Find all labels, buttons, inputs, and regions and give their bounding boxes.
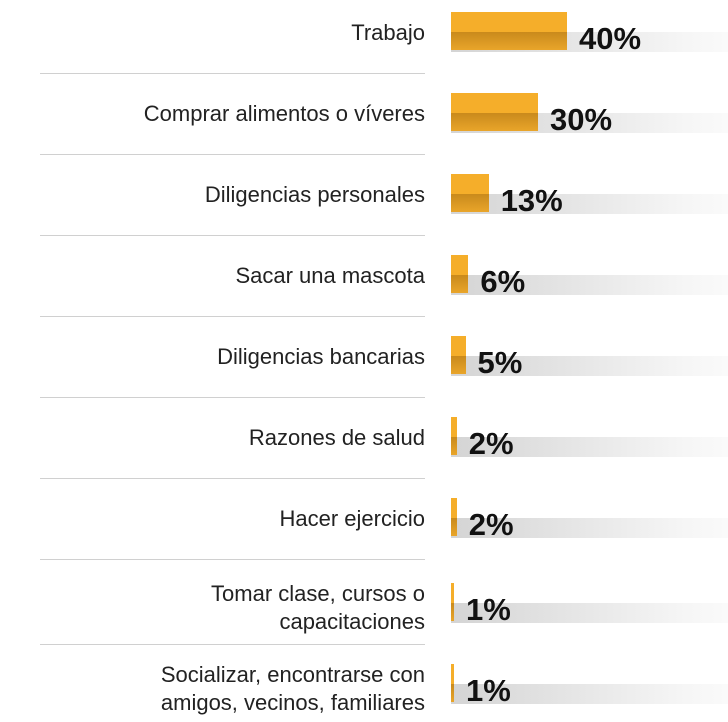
separator [40, 559, 425, 560]
separator [40, 73, 425, 74]
bar [451, 498, 457, 536]
bar [451, 93, 538, 131]
bar-track [451, 275, 728, 295]
bar [451, 664, 454, 702]
value-label: 1% [466, 592, 511, 627]
bar [451, 174, 489, 212]
value-label: 40% [579, 21, 642, 56]
bar [451, 417, 457, 455]
separator [40, 478, 425, 479]
separator [40, 397, 425, 398]
bar [451, 12, 567, 50]
value-label: 6% [480, 264, 526, 299]
category-label: Sacar una mascota [235, 263, 425, 288]
bar-track [451, 437, 728, 457]
value-label: 30% [550, 102, 613, 137]
separator [40, 154, 425, 155]
value-label: 2% [468, 507, 514, 542]
value-label: 2% [468, 426, 514, 461]
category-label: Razones de salud [248, 425, 425, 450]
category-label: Diligencias bancarias [217, 344, 425, 369]
bar-track [451, 603, 728, 623]
category-label: Trabajo [351, 20, 425, 45]
bar [451, 583, 454, 621]
bar-track [451, 356, 728, 376]
bar [451, 336, 466, 374]
category-label: Socializar, encontrarse con amigos, veci… [160, 662, 425, 715]
separator [40, 316, 425, 317]
value-label: 13% [500, 183, 563, 218]
separator [40, 644, 425, 645]
value-label: 1% [466, 673, 511, 708]
category-label: Diligencias personales [204, 182, 425, 207]
separator [40, 235, 425, 236]
bar-track [451, 518, 728, 538]
bar [451, 255, 469, 293]
category-label: Comprar alimentos o víveres [143, 101, 425, 126]
category-label: Tomar clase, cursos o capacitaciones [211, 581, 425, 634]
bar-track [451, 684, 728, 704]
category-label: Hacer ejercicio [279, 506, 426, 531]
bar-track [451, 194, 728, 214]
value-label: 5% [477, 345, 523, 380]
